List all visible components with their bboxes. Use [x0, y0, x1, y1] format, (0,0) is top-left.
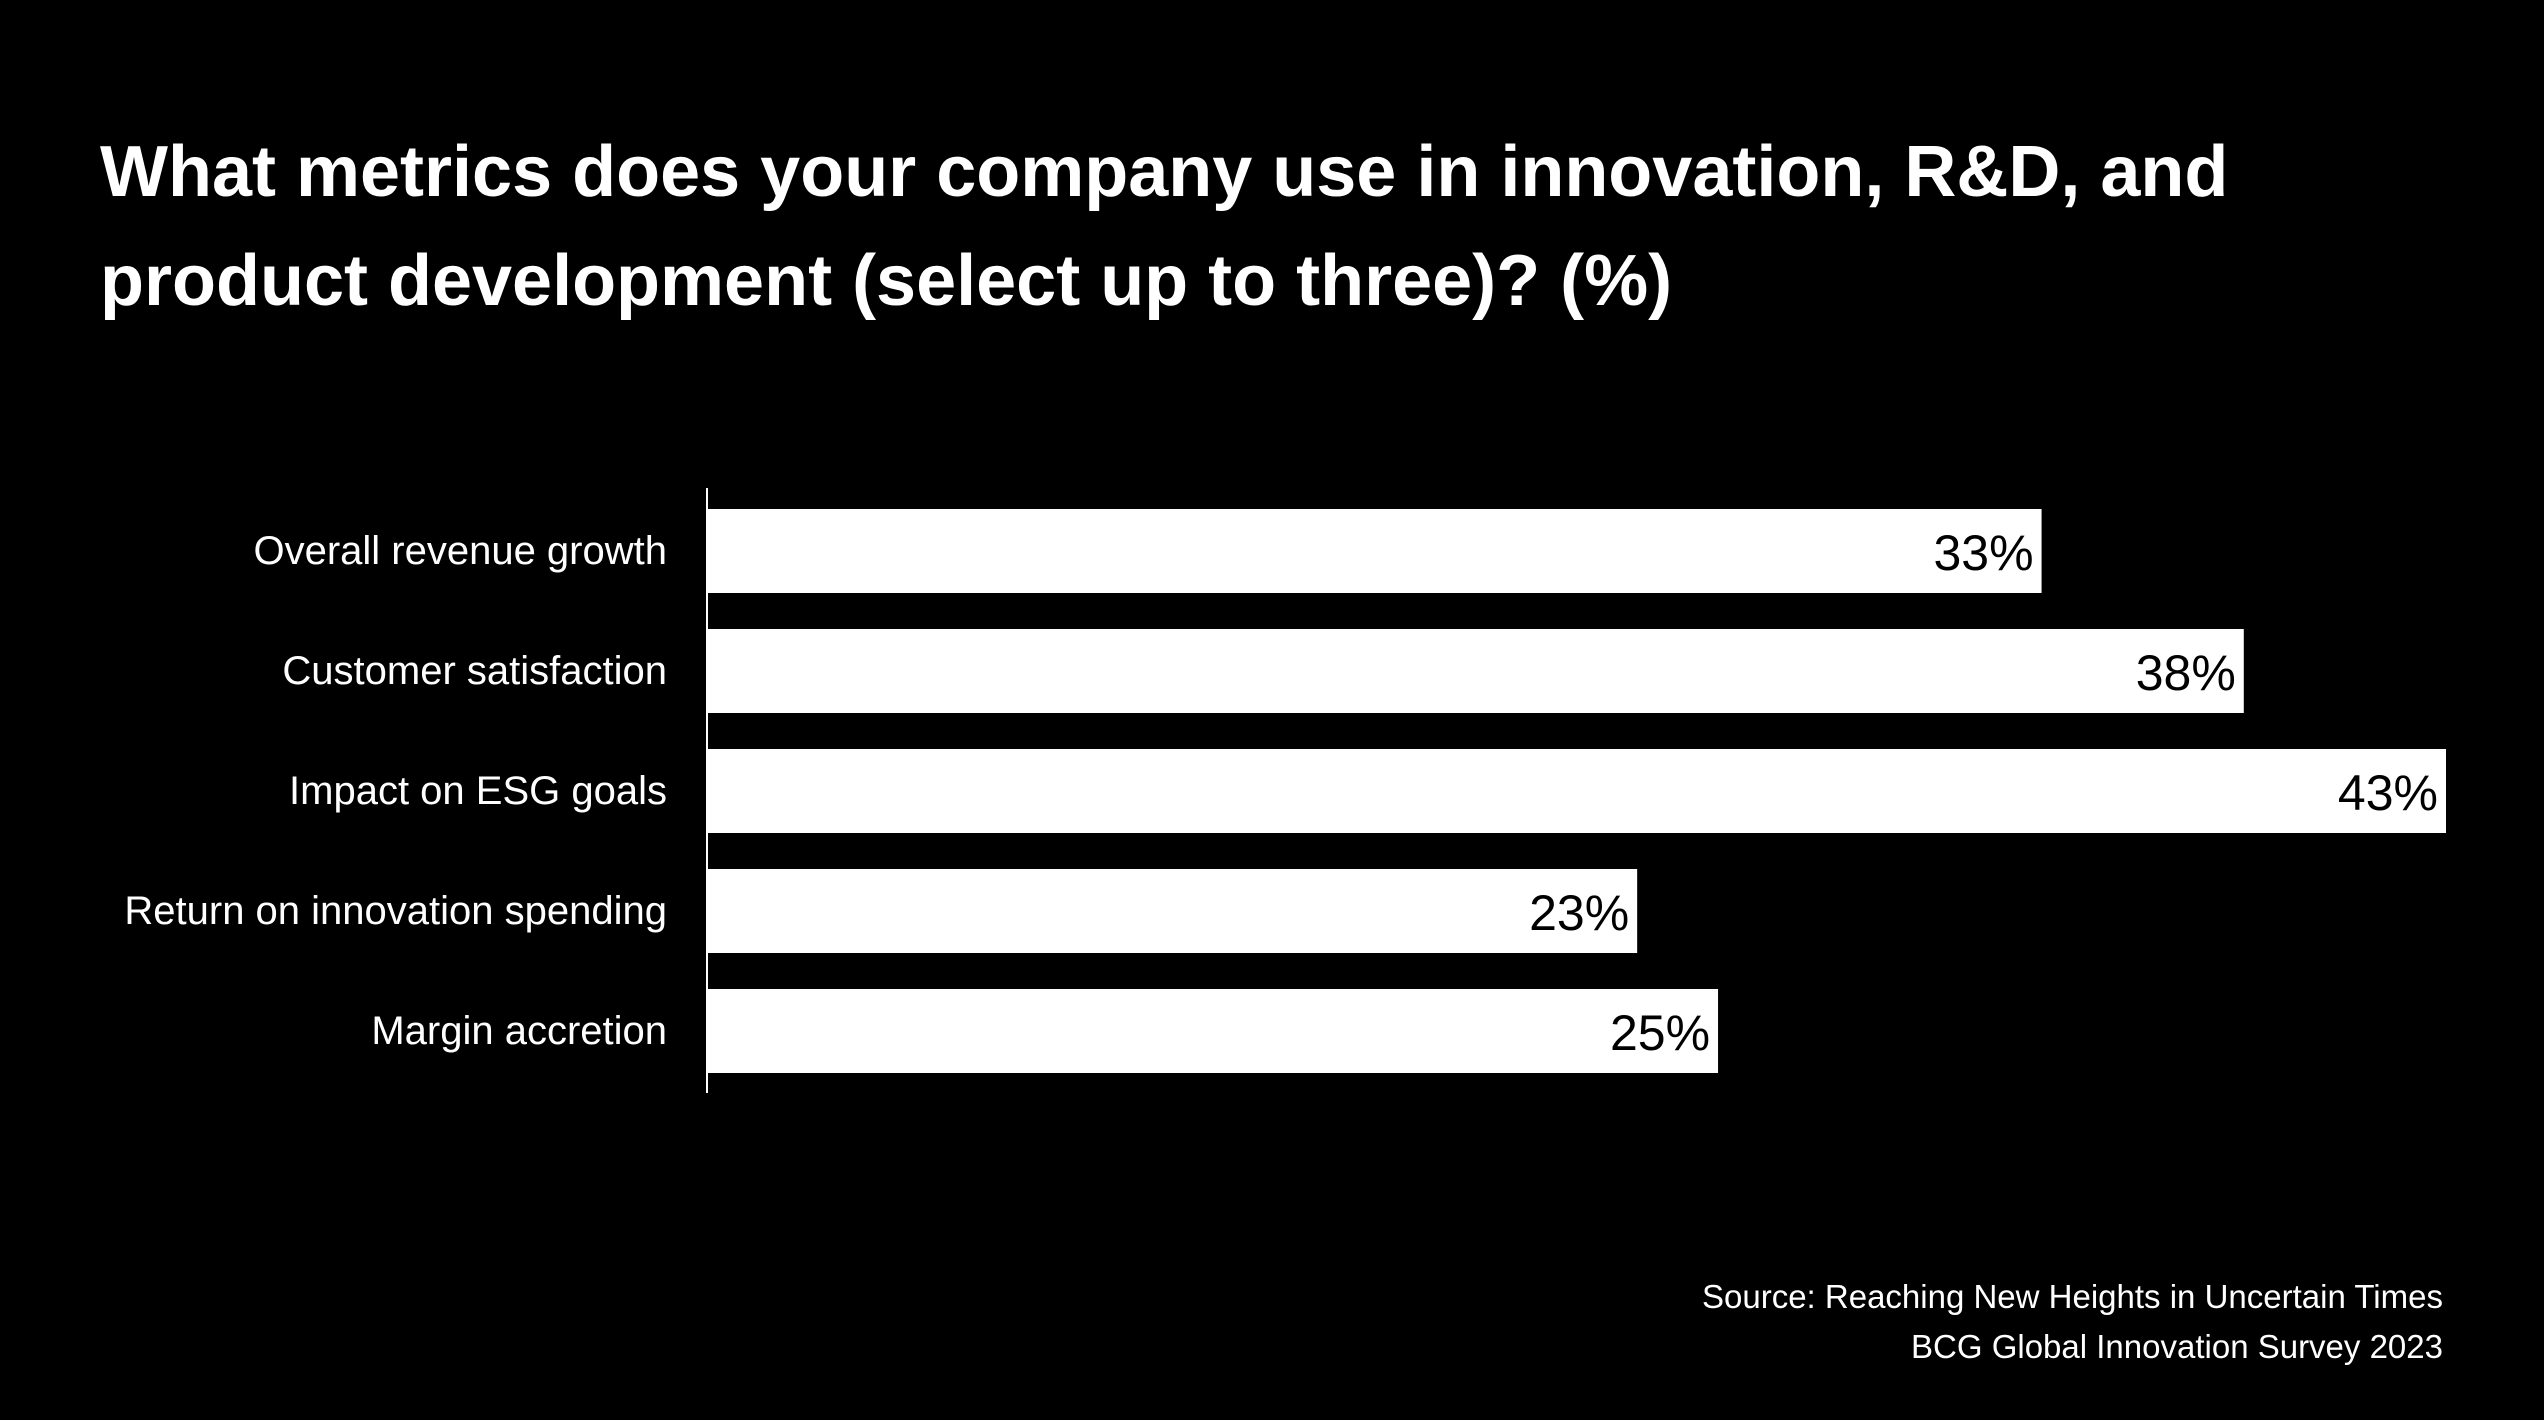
value-label: 38%: [2136, 645, 2236, 701]
source-note: Source: Reaching New Heights in Uncertai…: [1702, 1272, 2443, 1372]
source-line-2: BCG Global Innovation Survey 2023: [1911, 1328, 2443, 1365]
category-label: Return on innovation spending: [124, 889, 667, 933]
value-label: 23%: [1529, 885, 1629, 941]
chart-title-line-2: product development (select up to three)…: [100, 241, 1673, 321]
chart-title-line-1: What metrics does your company use in in…: [100, 132, 2229, 212]
bar: [708, 749, 2446, 833]
value-label: 43%: [2338, 765, 2438, 821]
category-label: Impact on ESG goals: [289, 769, 667, 813]
category-label: Margin accretion: [371, 1009, 667, 1053]
bar: [708, 629, 2244, 713]
chart-title: What metrics does your company use in in…: [100, 118, 2400, 336]
value-label: 33%: [1934, 525, 2034, 581]
bar: [708, 509, 2042, 593]
bar: [708, 869, 1638, 953]
category-label: Customer satisfaction: [282, 649, 667, 693]
bar: [708, 989, 1719, 1073]
source-line-1: Source: Reaching New Heights in Uncertai…: [1701, 1278, 2443, 1315]
category-label: Overall revenue growth: [253, 529, 667, 573]
value-label: 25%: [1610, 1005, 1710, 1061]
